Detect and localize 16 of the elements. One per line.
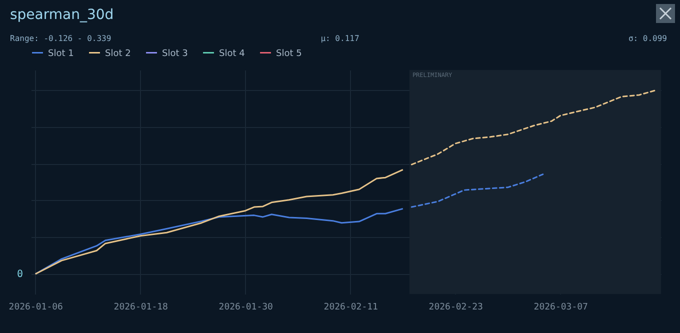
legend-label: Slot 4	[219, 48, 246, 59]
text: Range: -0.126 - 0.339	[10, 34, 112, 43]
legend-label: Slot 1	[48, 48, 74, 59]
legend-label: Slot 3	[162, 48, 188, 59]
x-tick-label: 2026-02-23	[428, 302, 483, 312]
text: σ: 0.099	[628, 34, 667, 43]
text: μ: 0.117	[320, 34, 360, 43]
x-tick-label: 2026-01-18	[114, 302, 168, 312]
x-tick-label: 2026-01-30	[218, 302, 273, 312]
legend-label: Slot 5	[276, 48, 302, 59]
text: 0	[16, 269, 23, 280]
legend-label: Slot 2	[105, 48, 131, 59]
x-tick-label: 2026-02-11	[324, 302, 378, 312]
x-tick-label: 2026-03-07	[534, 302, 588, 312]
x-tick-label: 2026-01-06	[8, 302, 63, 312]
chart-title: spearman_30d	[10, 7, 114, 23]
